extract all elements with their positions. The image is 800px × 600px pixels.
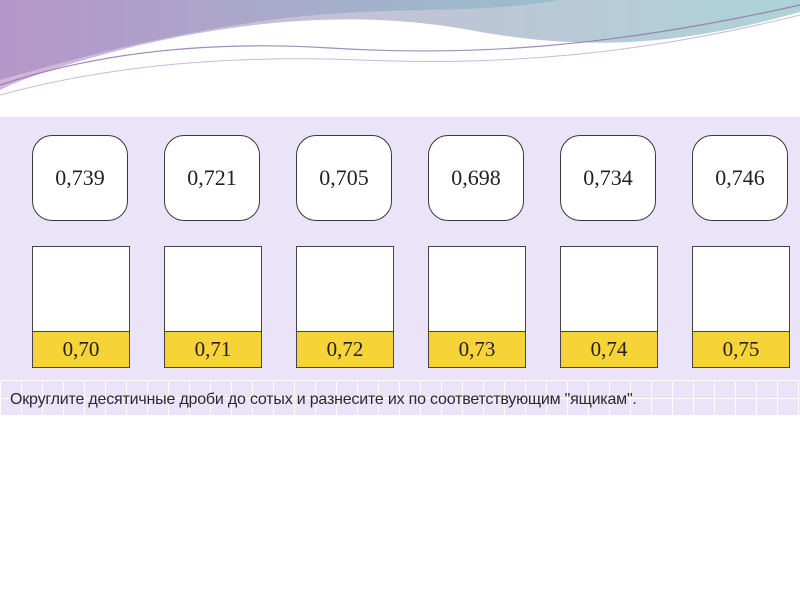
drop-box[interactable]: 0,71 bbox=[164, 246, 262, 368]
drop-box-label: 0,73 bbox=[429, 331, 525, 367]
decimal-card-value: 0,698 bbox=[451, 165, 501, 190]
drop-box-label: 0,75 bbox=[693, 331, 789, 367]
drop-box-label: 0,71 bbox=[165, 331, 261, 367]
drop-box[interactable]: 0,74 bbox=[560, 246, 658, 368]
grid-background bbox=[0, 380, 800, 415]
drop-box-label: 0,70 bbox=[33, 331, 129, 367]
drop-box[interactable]: 0,75 bbox=[692, 246, 790, 368]
decimal-card[interactable]: 0,739 bbox=[32, 135, 128, 221]
exercise-panel bbox=[0, 117, 800, 415]
instruction-text: Округлите десятичные дроби до сотых и ра… bbox=[10, 391, 637, 408]
drop-box-label: 0,72 bbox=[297, 331, 393, 367]
header-wave-decoration bbox=[0, 0, 800, 96]
decimal-card-value: 0,746 bbox=[715, 165, 765, 190]
decimal-card[interactable]: 0,705 bbox=[296, 135, 392, 221]
decimal-card-value: 0,705 bbox=[319, 165, 369, 190]
drop-box[interactable]: 0,73 bbox=[428, 246, 526, 368]
decimal-card[interactable]: 0,746 bbox=[692, 135, 788, 221]
drop-box[interactable]: 0,72 bbox=[296, 246, 394, 368]
decimal-card-value: 0,739 bbox=[55, 165, 105, 190]
decimal-card[interactable]: 0,698 bbox=[428, 135, 524, 221]
decimal-card-value: 0,721 bbox=[187, 165, 237, 190]
decimal-card[interactable]: 0,721 bbox=[164, 135, 260, 221]
drop-box[interactable]: 0,70 bbox=[32, 246, 130, 368]
drop-box-label: 0,74 bbox=[561, 331, 657, 367]
decimal-card[interactable]: 0,734 bbox=[560, 135, 656, 221]
decimal-card-value: 0,734 bbox=[583, 165, 633, 190]
